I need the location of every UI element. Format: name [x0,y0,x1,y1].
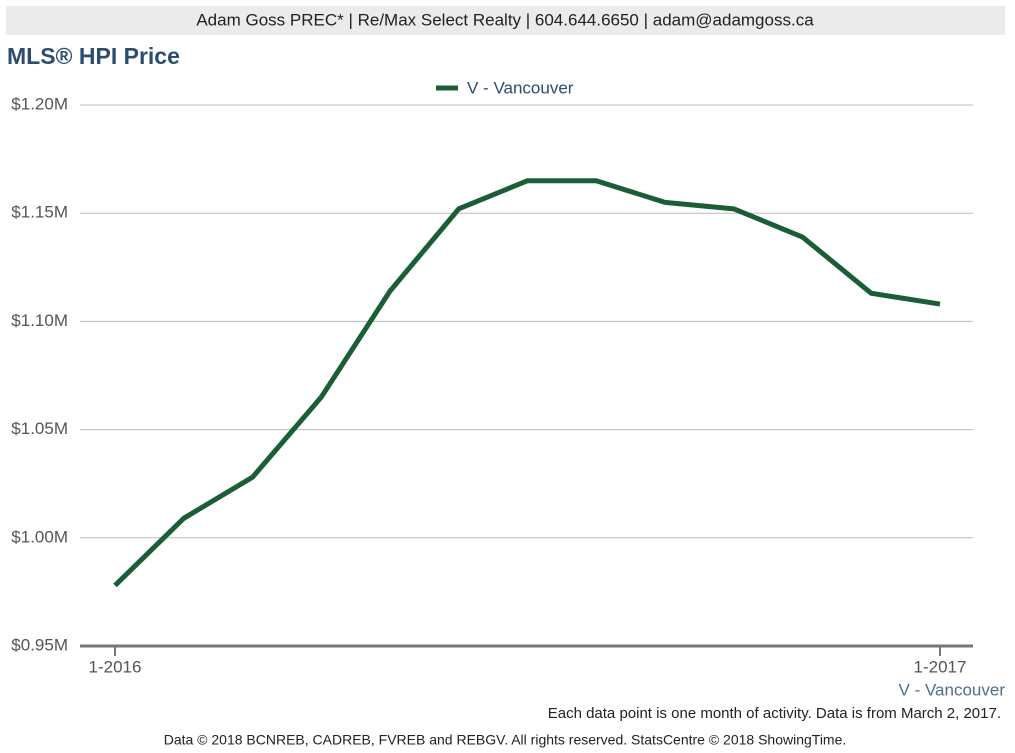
note: Each data point is one month of activity… [548,705,1001,722]
y-tick-label: $1.00M [11,527,68,546]
y-tick-label: $0.95M [11,635,68,654]
x-tick-label: 1-2017 [914,657,967,676]
y-tick-label: $1.20M [11,94,68,113]
y-tick-label: $1.05M [11,419,68,438]
legend-label: V - Vancouver [467,78,574,97]
footer: Data © 2018 BCNREB, CADREB, FVREB and RE… [164,732,847,748]
y-tick-label: $1.15M [11,203,68,222]
chart-title: MLS® HPI Price [7,43,180,69]
x-axis-label: V - Vancouver [899,680,1006,699]
x-tick-label: 1-2016 [89,657,142,676]
header-bar [6,6,1005,35]
series-line [113,178,941,588]
header: Adam Goss PREC* | Re/Max Select Realty |… [196,10,814,29]
y-tick-label: $1.10M [11,311,68,330]
